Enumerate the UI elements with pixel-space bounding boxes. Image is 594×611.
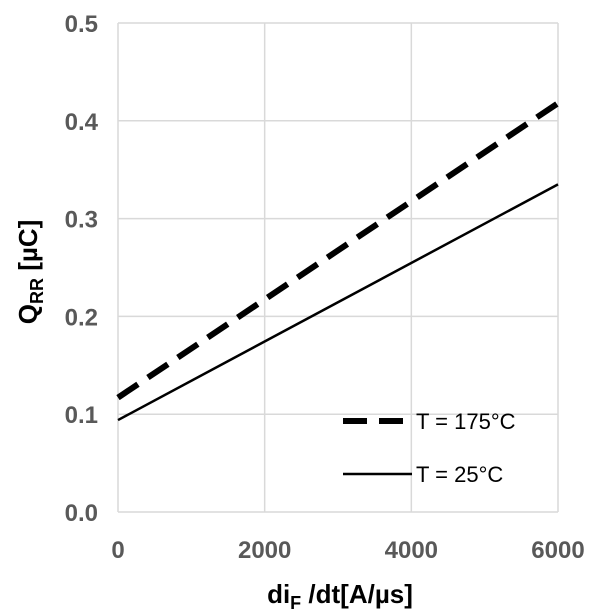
legend-label-2: T = 25°C <box>416 462 503 487</box>
y-tick-label: 0.4 <box>65 109 99 136</box>
y-tick-label: 0.0 <box>65 500 98 527</box>
y-tick-labels: 0.0 0.1 0.2 0.3 0.4 0.5 <box>65 11 99 527</box>
x-axis-title-subscript: F <box>290 593 301 611</box>
x-axis-title: diF /dt[A/µs] <box>267 579 413 611</box>
y-axis-title-subscript: RR <box>27 278 47 304</box>
x-tick-label: 6000 <box>531 537 584 564</box>
series-line-1 <box>116 100 560 401</box>
x-tick-label: 4000 <box>385 537 438 564</box>
y-axis-title: QRR [µC] <box>13 220 47 325</box>
y-tick-label: 0.2 <box>65 304 98 331</box>
x-tick-label: 2000 <box>238 537 291 564</box>
series-lines <box>116 100 560 422</box>
y-tick-label: 0.3 <box>65 207 98 234</box>
x-tick-labels: 0 2000 4000 6000 <box>111 537 584 564</box>
grid <box>117 22 559 513</box>
series-line-2 <box>117 183 559 422</box>
legend-label-1: T = 175°C <box>416 409 516 434</box>
y-tick-label: 0.5 <box>65 11 98 38</box>
x-tick-label: 0 <box>111 537 124 564</box>
y-tick-label: 0.1 <box>65 402 98 429</box>
legend: T = 175°C T = 25°C <box>343 409 516 487</box>
